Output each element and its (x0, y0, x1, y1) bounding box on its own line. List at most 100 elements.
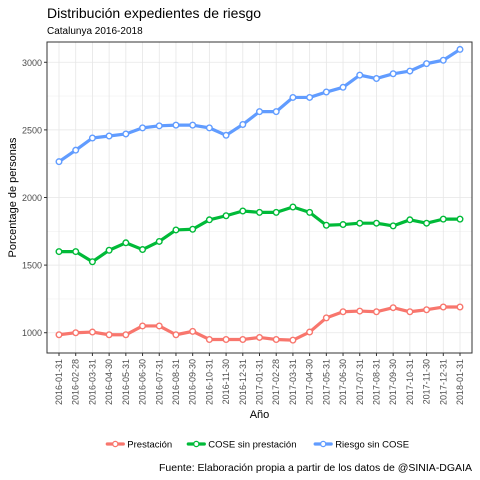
data-point (306, 328, 314, 336)
grid (47, 42, 472, 353)
data-point (372, 75, 380, 83)
data-point (72, 248, 80, 256)
data-point (289, 336, 297, 344)
data-point (155, 237, 163, 245)
x-tick-label: 2016-12-31 (238, 359, 248, 405)
x-tick-label: 2018-01-31 (455, 359, 465, 405)
legend-key-point (193, 440, 200, 448)
data-point (105, 132, 113, 140)
legend-key-point (319, 440, 327, 448)
legend-label: Riesgo sin COSE (335, 440, 409, 451)
data-point (172, 226, 180, 234)
data-point (239, 207, 247, 215)
series-group (55, 45, 464, 166)
chart-caption: Fuente: Elaboración propia a partir de l… (159, 462, 472, 474)
data-point (389, 222, 397, 230)
x-tick-label: 2016-10-31 (204, 359, 214, 405)
x-axis-title: Año (250, 409, 270, 421)
data-point (289, 93, 297, 101)
data-point (439, 56, 447, 64)
data-point (406, 308, 414, 316)
data-point (239, 335, 247, 343)
data-point (256, 208, 264, 216)
data-point (222, 212, 230, 220)
data-point (122, 331, 130, 339)
legend-item: Prestación (105, 440, 172, 451)
data-point (256, 333, 264, 341)
y-tick-label: 1000 (22, 328, 42, 338)
x-tick-label: 2016-07-31 (154, 359, 164, 405)
data-point (339, 83, 347, 91)
y-tick-label: 2000 (22, 193, 42, 203)
data-point (155, 322, 163, 330)
x-tick-label: 2017-12-31 (438, 359, 448, 405)
data-point (205, 335, 213, 343)
x-tick-label: 2017-11-30 (422, 359, 432, 404)
x-tick-label: 2017-02-28 (271, 359, 281, 405)
data-point (172, 331, 180, 339)
legend-item: Riesgo sin COSE (313, 440, 409, 451)
data-point (272, 208, 280, 216)
data-point (423, 219, 431, 227)
x-axis: 2016-01-31 2016-02-28 2016-03-31 2016-04-30… (54, 353, 465, 405)
data-point (406, 216, 414, 224)
x-tick-label: 2016-11-30 (221, 359, 231, 404)
data-point (88, 258, 96, 266)
legend-label: COSE sin prestación (208, 440, 296, 451)
x-tick-label: 2016-02-28 (71, 359, 81, 405)
data-point (139, 246, 147, 254)
data-point (222, 131, 230, 139)
chart-subtitle: Catalunya 2016-2018 (47, 26, 143, 37)
x-tick-label: 2017-04-30 (305, 359, 315, 405)
y-axis-title: Porcentage de personas (7, 137, 19, 257)
x-tick-label: 2016-04-30 (104, 359, 114, 405)
data-point (289, 203, 297, 211)
x-tick-label: 2017-06-30 (338, 359, 348, 405)
data-point (356, 219, 364, 227)
data-point (88, 328, 96, 336)
data-point (389, 70, 397, 78)
data-point (322, 88, 330, 96)
data-point (105, 331, 113, 339)
series-layer (55, 45, 464, 344)
x-tick-label: 2017-10-31 (405, 359, 415, 405)
data-point (172, 121, 180, 129)
data-point (139, 322, 147, 330)
data-point (372, 308, 380, 316)
data-point (456, 215, 464, 223)
data-point (322, 221, 330, 229)
data-point (189, 327, 197, 335)
x-tick-label: 2016-08-31 (171, 359, 181, 405)
x-tick-label: 2017-01-31 (255, 359, 265, 405)
data-point (406, 67, 414, 75)
data-point (439, 215, 447, 223)
data-point (389, 304, 397, 312)
x-tick-label: 2017-08-31 (371, 359, 381, 405)
data-point (456, 45, 464, 53)
legend: Prestación COSE sin prestación Riesgo sin … (105, 440, 409, 451)
data-point (205, 216, 213, 224)
chart-title: Distribución expedientes de riesgo (47, 5, 261, 21)
data-point (339, 221, 347, 229)
data-point (72, 146, 80, 154)
x-tick-label: 2016-05-31 (121, 359, 131, 405)
x-tick-label: 2017-09-30 (388, 359, 398, 405)
data-point (256, 108, 264, 116)
data-point (456, 303, 464, 311)
y-tick-label: 2500 (22, 125, 42, 135)
data-point (122, 239, 130, 247)
data-point (306, 208, 314, 216)
data-point (55, 331, 63, 339)
data-point (356, 71, 364, 79)
x-tick-label: 2016-09-30 (188, 359, 198, 405)
series-group (55, 303, 464, 344)
x-tick-label: 2017-05-31 (321, 359, 331, 405)
data-point (55, 158, 63, 166)
data-point (322, 314, 330, 322)
data-point (189, 121, 197, 129)
y-axis: 1000 1500 2000 2500 3000 (22, 58, 47, 338)
data-point (272, 108, 280, 116)
data-point (372, 219, 380, 227)
x-tick-label: 2016-06-30 (138, 359, 148, 405)
data-point (155, 122, 163, 130)
